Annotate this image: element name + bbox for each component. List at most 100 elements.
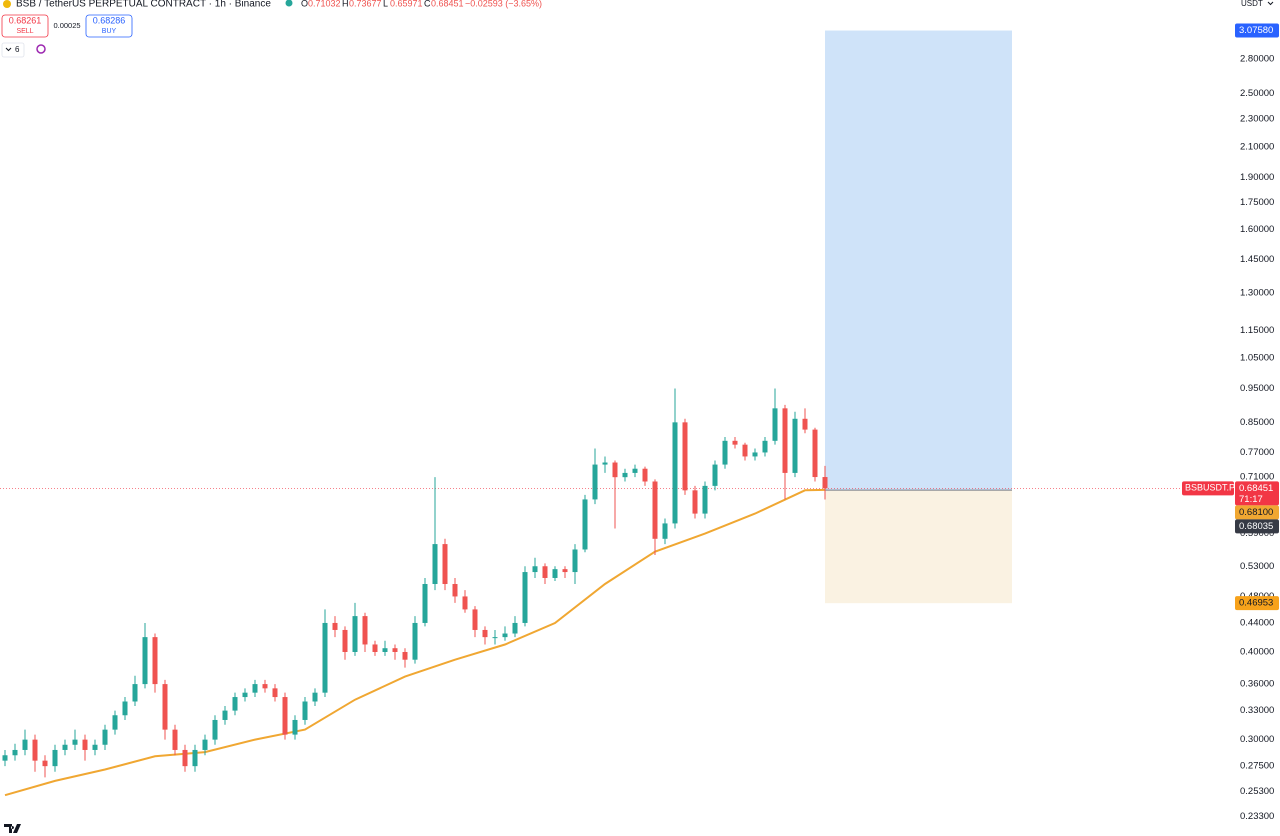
- candle-body: [612, 462, 618, 478]
- symbol-icon: [3, 0, 11, 8]
- y-tick-label: 0.40000: [1240, 647, 1274, 658]
- candle-body: [442, 544, 448, 585]
- candle-body: [592, 464, 598, 500]
- y-tick-label: 1.05000: [1240, 352, 1274, 363]
- candle-body: [102, 729, 108, 745]
- symbol-title: BSB / TetherUS PERPETUAL CONTRACT · 1h ·…: [16, 0, 271, 10]
- candle-body: [242, 692, 248, 698]
- candle-body: [392, 648, 398, 652]
- candle-body: [232, 697, 238, 711]
- candle-body: [682, 422, 688, 491]
- spread: 0.00025: [53, 21, 80, 30]
- y-tick-label: 0.53000: [1240, 561, 1274, 572]
- candle-body: [382, 648, 388, 652]
- candle-body: [412, 622, 418, 660]
- refresh-icon[interactable]: [36, 44, 46, 54]
- ohlc-legend: O 0.71032 H 0.73677 L 0.65971 C 0.68451 −0.02593…: [301, 0, 542, 8]
- ohlc-value: 0.71032: [308, 0, 341, 8]
- candle-body: [762, 440, 768, 453]
- candle-body: [252, 684, 258, 693]
- candle-body: [732, 440, 738, 445]
- candle-body: [152, 637, 158, 685]
- candle-body: [622, 472, 628, 478]
- candle-body: [692, 490, 698, 514]
- buy-label: BUY: [102, 28, 117, 35]
- price-badge-label: 0.68451: [1239, 483, 1273, 494]
- candle-body: [142, 637, 148, 685]
- target-badge-label: 3.07580: [1239, 25, 1273, 36]
- candle-body: [452, 584, 458, 597]
- stop-badge: [1235, 596, 1279, 611]
- y-tick-label: 0.77000: [1240, 447, 1274, 458]
- candle-body: [422, 584, 428, 623]
- candle-body: [22, 739, 28, 750]
- candle-body: [572, 549, 578, 573]
- candle-body: [532, 566, 538, 573]
- candle-body: [122, 701, 128, 716]
- candle-body: [782, 408, 788, 473]
- candle-body: [802, 418, 808, 430]
- ema-badge: [1235, 505, 1279, 520]
- ohlc-value: 0.73677: [349, 0, 382, 8]
- sell-label: SELL: [16, 28, 33, 35]
- chevron-icon: [5, 47, 12, 52]
- y-tick-label: 0.95000: [1240, 383, 1274, 394]
- currency[interactable]: USDT: [1241, 0, 1263, 8]
- ohlc-value: 0.65971: [390, 0, 423, 8]
- candle-body: [712, 464, 718, 486]
- stop-badge-label: 0.46953: [1239, 598, 1273, 609]
- y-tick-label: 1.30000: [1240, 287, 1274, 298]
- y-tick-label: 0.30000: [1240, 734, 1274, 745]
- candle-body: [772, 408, 778, 441]
- candle-body: [672, 422, 678, 524]
- y-tick-label: 1.75000: [1240, 197, 1274, 208]
- candle-body: [462, 596, 468, 610]
- candle-body: [62, 744, 68, 750]
- candle-body: [342, 629, 348, 652]
- y-tick-label: 2.50000: [1240, 88, 1274, 99]
- candle-body: [82, 739, 88, 750]
- y-tick-label: 0.85000: [1240, 417, 1274, 428]
- ohlc-change: −0.02593 (−3.65%): [465, 0, 542, 8]
- candle-body: [362, 616, 368, 645]
- indicators-toggle[interactable]: [1, 42, 25, 58]
- y-tick-label: 0.59000: [1240, 528, 1274, 539]
- buy-button[interactable]: [85, 14, 133, 38]
- y-tick-label: 0.36000: [1240, 679, 1274, 690]
- sell-price: 0.68261: [9, 15, 42, 25]
- candle-body: [402, 651, 408, 660]
- y-tick-label: 0.23300: [1240, 811, 1274, 822]
- candle-body: [722, 440, 728, 465]
- candle-body: [482, 629, 488, 638]
- ohlc-letter: O: [301, 0, 308, 8]
- price-badge: [1235, 481, 1279, 506]
- candle-body: [2, 755, 8, 761]
- candle-body: [162, 684, 168, 730]
- candle-body: [282, 697, 288, 735]
- candle-body: [112, 715, 118, 730]
- candle-body: [522, 572, 528, 623]
- y-tick-label: 0.71000: [1240, 472, 1274, 483]
- candle-body: [632, 468, 638, 473]
- candle-body: [92, 744, 98, 750]
- candle-body: [792, 418, 798, 473]
- indicators-count: 6: [15, 45, 20, 54]
- sell-button[interactable]: [1, 14, 49, 38]
- price-symbol: BSBUSDT.P: [1185, 483, 1235, 493]
- candle-body: [372, 644, 378, 652]
- candle-body: [172, 729, 178, 750]
- candle-body: [222, 710, 228, 720]
- buy-price: 0.68286: [93, 15, 126, 25]
- candle-body: [512, 622, 518, 634]
- candle-body: [32, 739, 38, 761]
- market-status: [285, 0, 293, 7]
- y-tick-label: 0.33000: [1240, 705, 1274, 716]
- candle-body: [472, 609, 478, 630]
- candle-body: [42, 760, 48, 767]
- candle-body: [702, 485, 708, 514]
- candle-body: [822, 477, 828, 489]
- candle-body: [432, 544, 438, 585]
- y-tick-label: 1.90000: [1240, 172, 1274, 183]
